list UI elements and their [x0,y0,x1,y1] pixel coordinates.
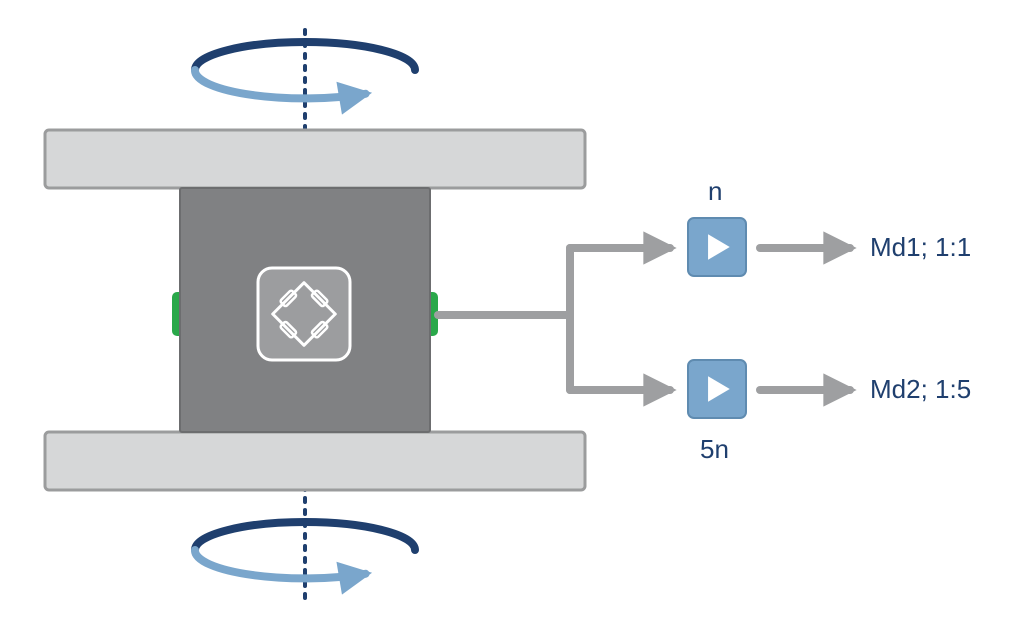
flange-bottom [45,432,585,490]
amplifier-top [688,218,746,276]
signal-connectors [438,248,850,390]
label-5n: 5n [700,434,729,464]
label-md2: Md2; 1:5 [870,374,971,404]
label-md1: Md1; 1:1 [870,232,971,262]
flange-top [45,130,585,188]
strain-gauge-sensor [258,268,350,360]
label-n: n [708,176,722,206]
amplifier-bottom [688,360,746,418]
